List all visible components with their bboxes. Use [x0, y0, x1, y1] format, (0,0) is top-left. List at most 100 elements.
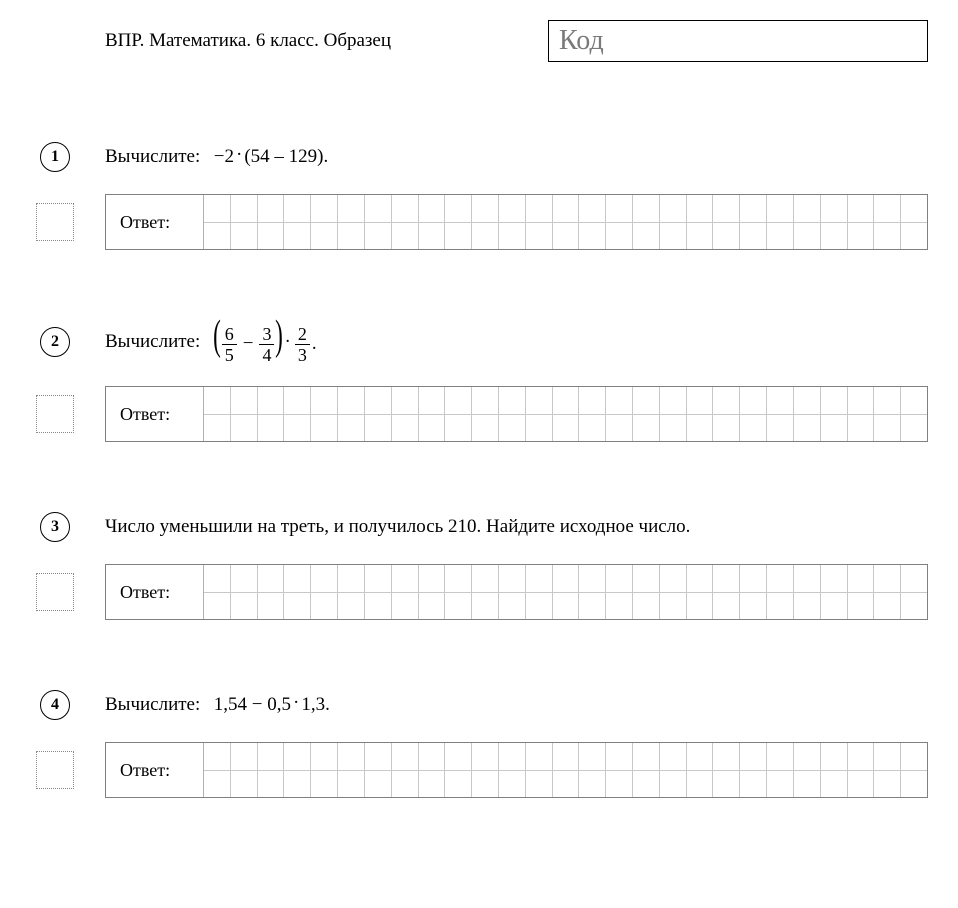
grid-cell[interactable]: [821, 565, 848, 592]
grid-cell[interactable]: [338, 771, 365, 798]
grid-cell[interactable]: [579, 593, 606, 620]
grid-cell[interactable]: [258, 565, 285, 592]
grid-cell[interactable]: [419, 743, 446, 770]
grid-cell[interactable]: [231, 565, 258, 592]
grid-cell[interactable]: [311, 195, 338, 222]
grid-cell[interactable]: [258, 743, 285, 770]
grid-cell[interactable]: [901, 195, 927, 222]
grid-cell[interactable]: [311, 223, 338, 250]
grid-cell[interactable]: [445, 771, 472, 798]
grid-cell[interactable]: [258, 593, 285, 620]
grid-cell[interactable]: [284, 387, 311, 414]
grid-cell[interactable]: [365, 415, 392, 442]
grid-cell[interactable]: [526, 195, 553, 222]
grid-cell[interactable]: [767, 415, 794, 442]
grid-cell[interactable]: [660, 387, 687, 414]
grid-cell[interactable]: [338, 223, 365, 250]
grid-cell[interactable]: [901, 415, 927, 442]
grid-cell[interactable]: [204, 743, 231, 770]
grid-cell[interactable]: [794, 593, 821, 620]
grid-cell[interactable]: [713, 195, 740, 222]
grid-cell[interactable]: [713, 771, 740, 798]
grid-cell[interactable]: [848, 771, 875, 798]
grid-cell[interactable]: [553, 387, 580, 414]
grid-cell[interactable]: [526, 593, 553, 620]
code-input-box[interactable]: Код: [548, 20, 928, 62]
grid-cell[interactable]: [687, 223, 714, 250]
grid-cell[interactable]: [526, 223, 553, 250]
grid-cell[interactable]: [687, 593, 714, 620]
grid-cell[interactable]: [553, 195, 580, 222]
grid-cell[interactable]: [794, 415, 821, 442]
grid-cell[interactable]: [606, 771, 633, 798]
grid-cell[interactable]: [874, 223, 901, 250]
grid-cell[interactable]: [606, 743, 633, 770]
grid-cell[interactable]: [794, 743, 821, 770]
grid-cell[interactable]: [713, 223, 740, 250]
grid-cell[interactable]: [419, 771, 446, 798]
grid-cell[interactable]: [553, 415, 580, 442]
grid-cell[interactable]: [258, 387, 285, 414]
grid-cell[interactable]: [687, 195, 714, 222]
grid-cell[interactable]: [338, 593, 365, 620]
grid-cell[interactable]: [633, 565, 660, 592]
grid-cell[interactable]: [553, 565, 580, 592]
grid-cell[interactable]: [204, 593, 231, 620]
grid-cell[interactable]: [231, 593, 258, 620]
grid-cell[interactable]: [874, 415, 901, 442]
grid-cell[interactable]: [311, 771, 338, 798]
grid-cell[interactable]: [392, 565, 419, 592]
grid-cell[interactable]: [848, 223, 875, 250]
grid-cell[interactable]: [553, 771, 580, 798]
grid-cell[interactable]: [499, 565, 526, 592]
grid-cell[interactable]: [660, 195, 687, 222]
grid-cell[interactable]: [553, 223, 580, 250]
grid-cell[interactable]: [874, 195, 901, 222]
grid-cell[interactable]: [740, 223, 767, 250]
grid-cell[interactable]: [874, 771, 901, 798]
grid-cell[interactable]: [419, 387, 446, 414]
grid-cell[interactable]: [821, 771, 848, 798]
grid-cell[interactable]: [419, 195, 446, 222]
grid-cell[interactable]: [365, 565, 392, 592]
grid-cell[interactable]: [472, 593, 499, 620]
grid-cell[interactable]: [499, 387, 526, 414]
grid-cell[interactable]: [338, 195, 365, 222]
grid-cell[interactable]: [338, 387, 365, 414]
grid-cell[interactable]: [633, 387, 660, 414]
grid-cell[interactable]: [901, 223, 927, 250]
grid-cell[interactable]: [660, 743, 687, 770]
grid-cell[interactable]: [472, 387, 499, 414]
score-box[interactable]: [36, 573, 74, 611]
grid-cell[interactable]: [687, 771, 714, 798]
grid-cell[interactable]: [499, 743, 526, 770]
grid-cell[interactable]: [767, 743, 794, 770]
grid-cell[interactable]: [526, 565, 553, 592]
grid-cell[interactable]: [365, 387, 392, 414]
grid-cell[interactable]: [633, 743, 660, 770]
grid-cell[interactable]: [338, 743, 365, 770]
grid-cell[interactable]: [767, 593, 794, 620]
grid-cell[interactable]: [338, 565, 365, 592]
grid-cell[interactable]: [365, 223, 392, 250]
grid-cell[interactable]: [633, 771, 660, 798]
grid-cell[interactable]: [472, 195, 499, 222]
grid-cell[interactable]: [258, 415, 285, 442]
score-box[interactable]: [36, 203, 74, 241]
grid-cell[interactable]: [231, 743, 258, 770]
grid-cell[interactable]: [767, 387, 794, 414]
grid-cell[interactable]: [901, 565, 927, 592]
grid-cell[interactable]: [874, 387, 901, 414]
grid-cell[interactable]: [204, 223, 231, 250]
grid-cell[interactable]: [794, 771, 821, 798]
grid-cell[interactable]: [338, 415, 365, 442]
grid-cell[interactable]: [231, 771, 258, 798]
grid-cell[interactable]: [365, 593, 392, 620]
grid-cell[interactable]: [901, 771, 927, 798]
grid-cell[interactable]: [472, 223, 499, 250]
grid-cell[interactable]: [204, 415, 231, 442]
grid-cell[interactable]: [472, 743, 499, 770]
grid-cell[interactable]: [311, 415, 338, 442]
grid-cell[interactable]: [713, 565, 740, 592]
grid-cell[interactable]: [821, 387, 848, 414]
